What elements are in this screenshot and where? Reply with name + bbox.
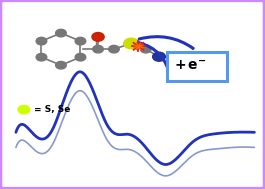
Circle shape xyxy=(56,61,66,69)
Circle shape xyxy=(124,38,139,49)
Circle shape xyxy=(75,37,86,45)
FancyArrowPatch shape xyxy=(138,43,170,78)
Circle shape xyxy=(36,53,47,61)
Circle shape xyxy=(92,33,104,41)
Circle shape xyxy=(109,45,119,53)
Circle shape xyxy=(56,29,66,37)
FancyBboxPatch shape xyxy=(167,52,227,81)
FancyArrowPatch shape xyxy=(139,37,193,48)
Circle shape xyxy=(18,105,30,114)
Text: $\mathbf{+ \, e^{-}}$: $\mathbf{+ \, e^{-}}$ xyxy=(174,60,206,74)
Circle shape xyxy=(153,52,165,61)
Text: = S, Se: = S, Se xyxy=(34,105,71,114)
Circle shape xyxy=(36,37,47,45)
Circle shape xyxy=(75,53,86,61)
Circle shape xyxy=(140,45,151,53)
Circle shape xyxy=(93,45,103,53)
